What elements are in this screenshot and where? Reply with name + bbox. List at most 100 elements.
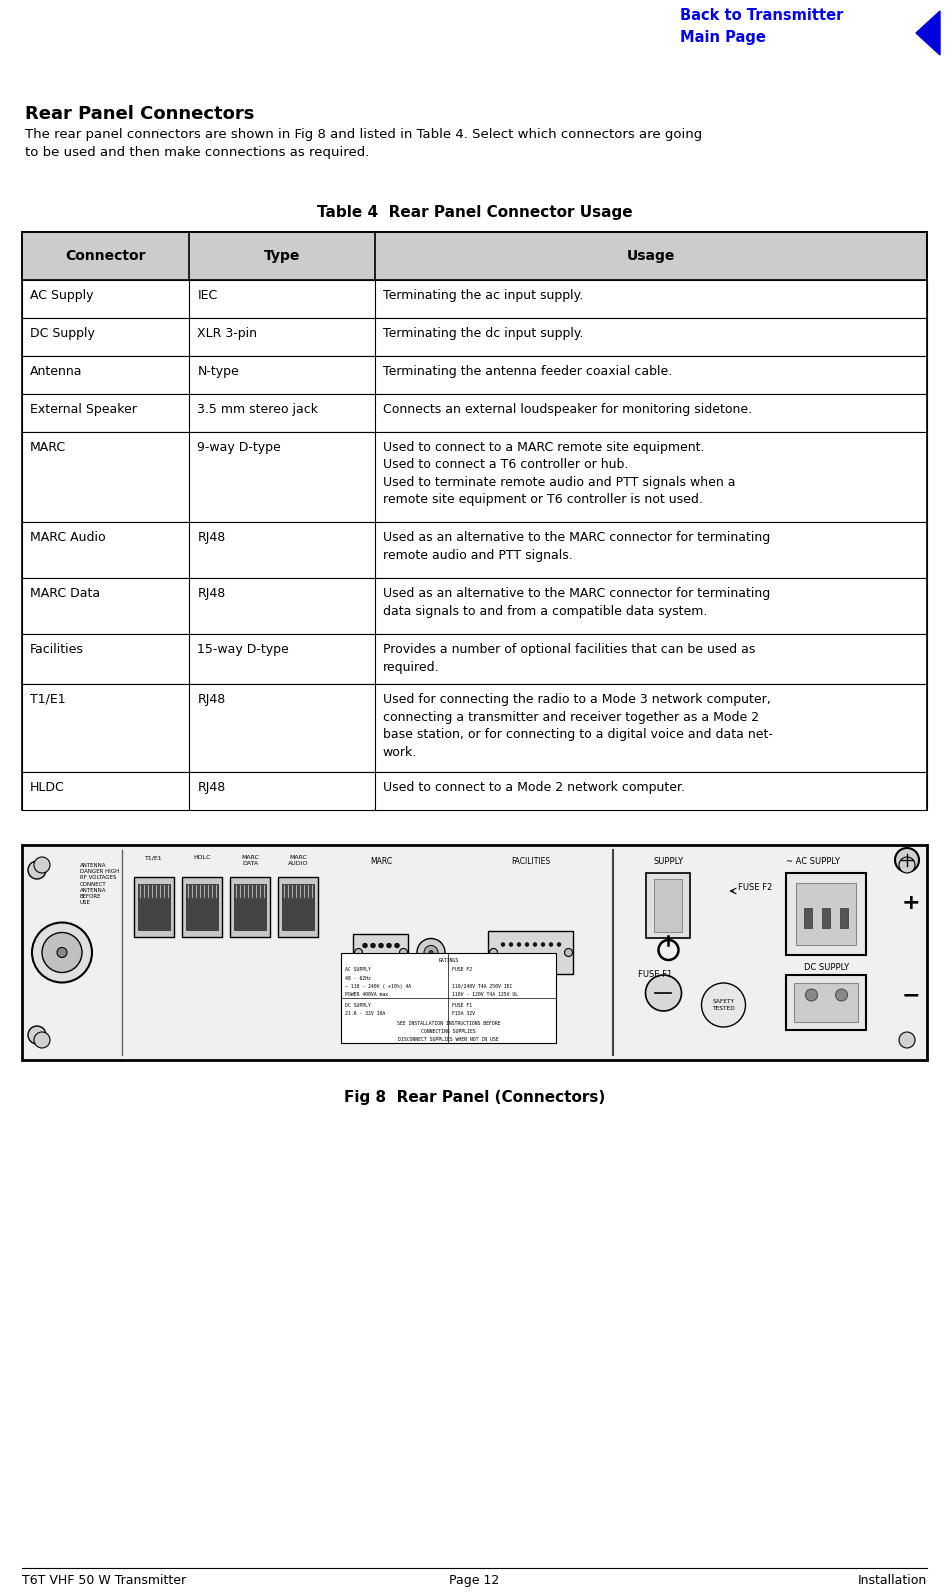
Bar [22,279,927,318]
Text: T6T VHF 50 W Transmitter: T6T VHF 50 W Transmitter [22,1574,186,1586]
Text: MARC: MARC [370,857,392,867]
Text: 21.6 - 32V 10A: 21.6 - 32V 10A [345,1010,385,1017]
Circle shape [382,958,387,962]
Text: DC Supply: DC Supply [30,327,95,340]
Text: Terminating the ac input supply.: Terminating the ac input supply. [383,289,584,302]
Text: Terminating the antenna feeder coaxial cable.: Terminating the antenna feeder coaxial c… [383,365,672,378]
Circle shape [28,1026,46,1044]
Circle shape [541,943,545,946]
Text: FACILITIES: FACILITIES [512,857,550,867]
Text: FUSE F1: FUSE F1 [453,1002,473,1009]
Bar [282,884,314,930]
Circle shape [363,943,367,948]
Text: HLDC: HLDC [30,780,65,793]
Circle shape [513,959,517,962]
Circle shape [366,958,371,962]
Bar [823,908,830,927]
Text: −: − [902,985,921,1005]
Circle shape [521,959,525,962]
Bar [655,879,682,932]
Bar [182,876,222,937]
Text: 110/240V T4A 250V IEC: 110/240V T4A 250V IEC [453,985,512,990]
Bar [22,231,927,279]
Circle shape [28,860,46,879]
Bar [353,934,408,972]
Text: 110V - 120V T4A 125V UL: 110V - 120V T4A 125V UL [453,993,518,998]
Text: Page 12: Page 12 [450,1574,499,1586]
Circle shape [490,948,497,956]
Circle shape [553,959,557,962]
Text: T1/E1: T1/E1 [30,693,65,705]
Circle shape [370,943,376,948]
Circle shape [379,943,383,948]
Text: MARC Data: MARC Data [30,587,101,600]
Text: to be used and then make connections as required.: to be used and then make connections as … [25,145,369,160]
Text: 48 - 62Hz: 48 - 62Hz [345,977,371,982]
Text: +: + [902,894,921,913]
Text: Terminating the dc input supply.: Terminating the dc input supply. [383,327,584,340]
Text: Used to connect to a Mode 2 network computer.: Used to connect to a Mode 2 network comp… [383,780,685,793]
Bar [186,884,218,930]
Text: RJ48: RJ48 [197,693,226,705]
Circle shape [701,983,746,1026]
Text: F15A 32V: F15A 32V [453,1010,475,1017]
Text: Connector: Connector [65,249,146,263]
Circle shape [899,857,915,873]
Text: FUSE F2: FUSE F2 [453,967,473,972]
Text: DC SUPPLY: DC SUPPLY [804,962,849,972]
Text: External Speaker: External Speaker [30,404,137,417]
Circle shape [400,948,407,956]
Text: SUPPLY: SUPPLY [654,857,683,867]
Text: Used as an alternative to the MARC connector for terminating
remote audio and PT: Used as an alternative to the MARC conne… [383,531,771,562]
Bar [805,908,812,927]
Text: Type: Type [264,249,301,263]
Circle shape [429,951,433,954]
Circle shape [505,959,509,962]
Text: Installation: Installation [858,1574,927,1586]
Text: 15-way D-type: 15-way D-type [197,643,289,656]
Circle shape [525,943,529,946]
Text: Used to connect to a MARC remote site equipment.
Used to connect a T6 controller: Used to connect to a MARC remote site eq… [383,440,735,506]
Text: Fig 8  Rear Panel (Connectors): Fig 8 Rear Panel (Connectors) [344,1090,605,1104]
Text: DISCONNECT SUPPLIES WHEN NOT IN USE: DISCONNECT SUPPLIES WHEN NOT IN USE [399,1037,499,1042]
Circle shape [375,958,380,962]
Text: XLR 3-pin: XLR 3-pin [197,327,257,340]
Text: RJ48: RJ48 [197,780,226,793]
Text: Table 4  Rear Panel Connector Usage: Table 4 Rear Panel Connector Usage [317,204,632,220]
Text: IEC: IEC [197,289,217,302]
Text: T1/E1: T1/E1 [145,855,163,860]
Text: CONNECTING SUPPLIES: CONNECTING SUPPLIES [421,1029,475,1034]
Text: RJ48: RJ48 [197,587,226,600]
Circle shape [529,959,533,962]
Circle shape [34,857,50,873]
Text: FUSE F2: FUSE F2 [738,883,772,892]
Bar [489,930,573,974]
Text: RATINGS: RATINGS [438,958,458,962]
Circle shape [645,975,681,1010]
Text: Back to Transmitter: Back to Transmitter [680,8,844,22]
Bar [234,884,266,930]
Circle shape [355,948,363,956]
Text: ~ AC SUPPLY: ~ AC SUPPLY [787,857,841,867]
Bar [787,975,866,1029]
Bar [22,522,927,578]
Bar [22,394,927,433]
Bar [22,318,927,356]
Text: FUSE F1: FUSE F1 [639,970,673,978]
Text: The rear panel connectors are shown in Fig 8 and listed in Table 4. Select which: The rear panel connectors are shown in F… [25,128,702,140]
Text: SAFETY
TESTED: SAFETY TESTED [712,999,735,1010]
Text: POWER 400VA max: POWER 400VA max [345,993,388,998]
Text: MARC
AUDIO: MARC AUDIO [288,855,308,865]
Bar [22,356,927,394]
Bar [22,844,927,1060]
Bar [22,433,927,522]
Bar [794,983,859,1021]
Circle shape [395,943,400,948]
Polygon shape [916,11,940,54]
Text: Provides a number of optional facilities that can be used as
required.: Provides a number of optional facilities… [383,643,755,674]
Circle shape [57,948,67,958]
Text: 3.5 mm stereo jack: 3.5 mm stereo jack [197,404,319,417]
Circle shape [509,943,513,946]
Circle shape [895,847,919,871]
Text: SEE INSTALLATION INSTRUCTIONS BEFORE: SEE INSTALLATION INSTRUCTIONS BEFORE [397,1021,500,1026]
